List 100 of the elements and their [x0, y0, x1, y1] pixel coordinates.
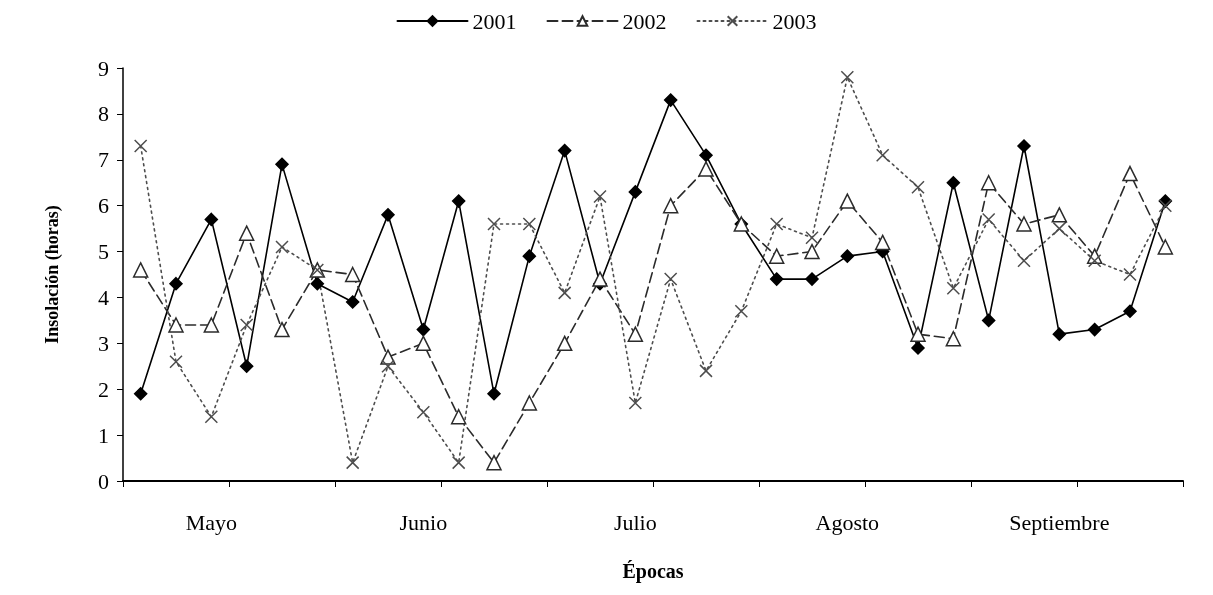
point — [980, 174, 997, 191]
point — [805, 272, 819, 286]
point — [204, 410, 219, 424]
point — [487, 217, 501, 231]
point — [522, 249, 537, 263]
point — [946, 175, 961, 190]
y-tick-label: 3 — [98, 330, 109, 356]
point — [239, 359, 254, 374]
point — [486, 454, 502, 471]
legend-label: 2003 — [772, 8, 817, 34]
point — [699, 148, 713, 162]
x-tick-label: Septiembre — [1009, 509, 1110, 535]
point — [557, 143, 572, 158]
point — [981, 313, 996, 328]
y-tick-label: 6 — [98, 193, 109, 219]
point — [1087, 322, 1102, 337]
point — [557, 286, 572, 300]
y-tick-label: 7 — [98, 147, 109, 173]
point — [663, 272, 678, 286]
point — [840, 249, 855, 263]
point — [169, 354, 183, 369]
point — [874, 234, 891, 251]
point — [1123, 267, 1137, 282]
point — [345, 455, 360, 470]
y-tick-label: 5 — [98, 239, 109, 265]
legend-label: 2002 — [622, 8, 667, 34]
point — [487, 387, 501, 401]
point — [133, 139, 148, 153]
point — [628, 185, 643, 199]
point — [168, 317, 184, 333]
point — [698, 161, 714, 177]
point — [1087, 253, 1102, 268]
point — [132, 262, 149, 278]
point — [768, 248, 785, 264]
point — [451, 194, 466, 208]
point — [344, 266, 361, 283]
point — [238, 225, 255, 241]
point — [1158, 198, 1173, 213]
point — [769, 272, 784, 286]
point — [662, 197, 679, 214]
point — [699, 364, 713, 378]
point — [1122, 165, 1138, 182]
point — [239, 318, 254, 332]
point — [840, 70, 855, 84]
point — [839, 193, 856, 209]
point — [1017, 253, 1031, 268]
point — [628, 396, 643, 410]
point — [1123, 304, 1137, 318]
y-tick-label: 1 — [98, 422, 109, 448]
x-tick-label: Julio — [613, 509, 657, 535]
x-tick-label: Junio — [399, 509, 448, 535]
point — [910, 326, 926, 342]
point — [345, 295, 360, 309]
x-tick-label: Agosto — [815, 509, 880, 535]
point — [133, 387, 148, 401]
point — [1051, 207, 1068, 223]
point — [663, 93, 678, 107]
point — [875, 148, 890, 162]
point — [946, 281, 961, 296]
point — [381, 359, 395, 374]
point — [451, 455, 466, 470]
point — [734, 304, 749, 318]
point — [981, 212, 996, 227]
y-tick-label: 9 — [98, 55, 109, 81]
x-axis-title: Épocas — [622, 560, 684, 583]
point — [627, 326, 644, 342]
legend-label: 2001 — [472, 8, 517, 34]
point — [945, 330, 962, 347]
point — [1052, 221, 1067, 236]
point — [1017, 139, 1031, 153]
point — [1016, 216, 1032, 232]
point — [169, 276, 183, 291]
y-tick-label: 2 — [98, 376, 109, 402]
x-tick-label: Mayo — [185, 509, 237, 535]
point — [274, 321, 290, 338]
point — [450, 409, 467, 425]
point — [805, 231, 819, 245]
point — [310, 276, 325, 291]
point — [381, 208, 395, 222]
point — [275, 240, 289, 254]
point — [911, 341, 925, 355]
point — [804, 243, 820, 260]
point — [275, 157, 289, 172]
point — [203, 317, 220, 333]
point — [769, 217, 784, 231]
y-tick-label: 8 — [98, 101, 109, 127]
point — [415, 335, 432, 352]
y-tick-label: 0 — [98, 468, 109, 494]
point — [1157, 239, 1174, 255]
point — [556, 335, 573, 352]
point — [416, 322, 431, 337]
point — [204, 212, 219, 227]
point — [911, 180, 925, 195]
y-tick-label: 4 — [98, 284, 109, 310]
point — [416, 405, 431, 419]
point — [593, 189, 607, 204]
point — [522, 217, 537, 231]
point — [521, 395, 538, 411]
point — [592, 271, 608, 287]
point — [1052, 327, 1067, 341]
